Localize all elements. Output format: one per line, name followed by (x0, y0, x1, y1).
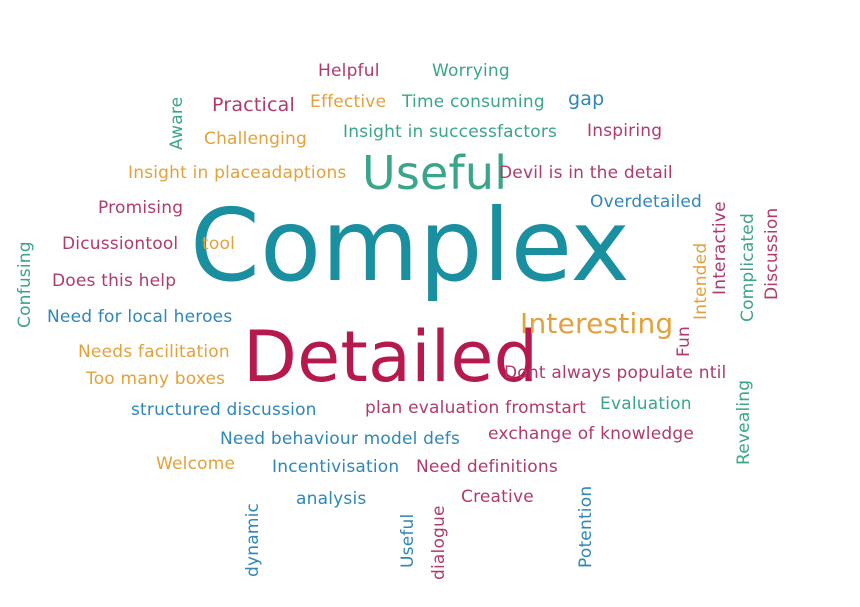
word-confusing: Confusing (15, 241, 35, 328)
word-need-for-local-heroes: Need for local heroes (47, 307, 233, 327)
word-dynamic: dynamic (243, 502, 263, 577)
word-discussiontool: Dicussiontool (62, 234, 179, 254)
word-insight-in-successfactors: Insight in successfactors (343, 122, 558, 142)
word-aware: Aware (167, 96, 187, 150)
word-devil-is-in-the-detail: Devil is in the detail (499, 163, 673, 183)
word-plan-evaluation: plan evaluation fromstart (365, 398, 587, 418)
word-tool: tool (202, 234, 235, 254)
word-complicated: Complicated (738, 213, 758, 322)
word-promising: Promising (98, 198, 184, 218)
word-inspiring: Inspiring (587, 121, 663, 141)
word-overdetailed: Overdetailed (590, 192, 703, 212)
word-revealing: Revealing (734, 379, 754, 465)
word-need-definitions: Need definitions (416, 457, 558, 477)
word-useful: Useful (362, 146, 508, 200)
word-evaluation: Evaluation (600, 394, 692, 414)
word-interesting: Interesting (520, 307, 674, 340)
word-discussion: Discussion (762, 207, 782, 300)
word-need-behaviour-model-defs: Need behaviour model defs (220, 429, 461, 449)
word-effective: Effective (310, 92, 387, 112)
word-detailed: Detailed (243, 316, 539, 398)
word-dialogue: dialogue (429, 505, 449, 580)
word-structured-discussion: structured discussion (131, 400, 317, 420)
word-intended: Intended (691, 242, 711, 320)
word-time-consuming: Time consuming (402, 92, 545, 112)
word-analysis: analysis (296, 489, 367, 509)
word-needs-facilitation: Needs facilitation (78, 342, 230, 362)
word-welcome: Welcome (156, 454, 236, 474)
word-helpful: Helpful (318, 61, 380, 81)
word-useful-vertical: Useful (398, 513, 418, 568)
word-fun: Fun (674, 326, 694, 357)
word-gap: gap (568, 88, 605, 110)
word-interactive: Interactive (710, 201, 730, 295)
word-exchange-of-knowledge: exchange of knowledge (488, 424, 695, 444)
word-dont-always-populate: Dont always populate ntil (504, 363, 727, 383)
word-worrying: Worrying (432, 61, 510, 81)
word-creative: Creative (461, 487, 534, 507)
word-challenging: Challenging (204, 129, 308, 149)
word-too-many-boxes: Too many boxes (86, 369, 226, 389)
word-does-this-help: Does this help (52, 271, 177, 291)
word-potention: Potention (576, 485, 596, 568)
word-incentivisation: Incentivisation (272, 457, 400, 477)
word-complex: Complex (190, 187, 631, 304)
word-practical: Practical (212, 94, 295, 116)
word-insight-in-placeadaptions: Insight in placeadaptions (128, 163, 347, 183)
